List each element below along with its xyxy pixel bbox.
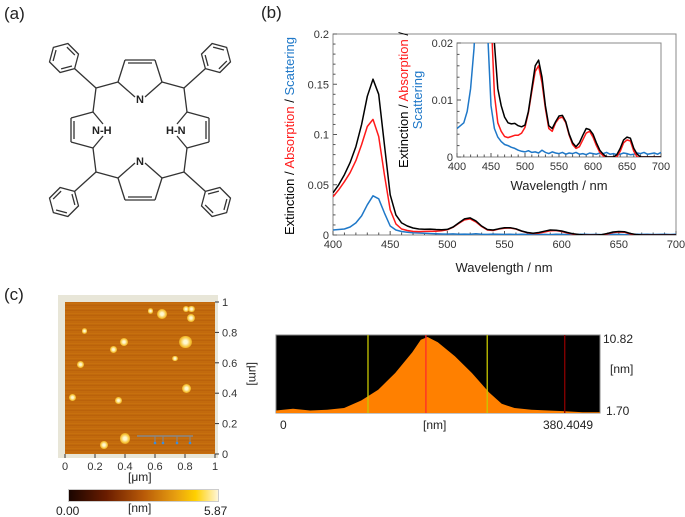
afm-x-tick-label: 1	[212, 461, 218, 473]
profile-marker-dot	[188, 441, 192, 445]
afm-y-tick-label: 1	[222, 297, 228, 309]
afm-particle	[183, 306, 190, 312]
afm-particle	[81, 327, 88, 334]
main-x-tick-label: 450	[381, 239, 399, 251]
panel-label-c: (c)	[4, 285, 24, 304]
afm-y-tick-label: 0.2	[222, 419, 237, 431]
panel-label-a: (a)	[4, 4, 25, 23]
colorbar-min: 0.00	[56, 504, 80, 517]
afm-particle	[99, 441, 108, 450]
afm-particle	[187, 305, 195, 313]
main-y-axis-label: Extinction / Absorption / Scattering	[282, 37, 297, 235]
main-y-axis-label-part: /	[282, 96, 297, 107]
inset-y-axis-label-line2-part: Scattering	[410, 71, 425, 130]
main-x-tick-label: 550	[495, 239, 513, 251]
profile-x-unit: [nm]	[423, 418, 447, 432]
profile-marker-dot	[161, 441, 165, 445]
afm-x-tick-label: 0.4	[117, 461, 132, 473]
colorbar-unit: [nm]	[128, 501, 152, 515]
panel-label-b: (b)	[261, 3, 282, 22]
afm-particle	[114, 396, 122, 404]
inset-x-tick-label: 600	[584, 161, 602, 173]
afm-y-tick-label: 0.8	[222, 327, 237, 339]
afm-particle	[156, 308, 168, 320]
main-x-tick-label: 650	[610, 239, 628, 251]
afm-height-image	[65, 302, 215, 454]
inset-absorption-line	[491, 43, 661, 157]
inset-x-tick-label: 400	[448, 161, 466, 173]
profile-x-left: 0	[280, 418, 287, 432]
afm-particle	[120, 337, 129, 346]
inset-y-axis-label-line1-part: /	[396, 32, 411, 40]
main-y-axis-label-part: Scattering	[282, 37, 297, 96]
afm-particle	[77, 361, 84, 368]
afm-x-unit: [μm]	[128, 470, 152, 484]
afm-x-tick-label: 0	[62, 461, 68, 473]
afm-particle	[69, 394, 77, 401]
main-x-tick-label: 400	[324, 239, 342, 251]
profile-y-unit: [nm]	[610, 362, 634, 376]
main-y-tick-label: 0.05	[308, 180, 329, 192]
profile-area	[276, 337, 600, 413]
afm-y-tick-label: 0	[222, 449, 228, 461]
inset-y-tick-label: 0	[447, 152, 453, 164]
afm-y-tick-label: 0.4	[222, 388, 237, 400]
main-y-tick-label: 0.1	[314, 130, 329, 142]
afm-particle	[110, 346, 117, 354]
inset-y-tick-label: 0.01	[432, 95, 453, 107]
main-x-tick-label: 500	[438, 239, 456, 251]
main-extinction-line	[333, 78, 676, 235]
inset-y-axis-label-line2: Scattering	[410, 71, 425, 130]
main-x-tick-label: 700	[667, 239, 685, 251]
profile-y-top: 10.82	[603, 332, 634, 346]
main-x-tick-label: 600	[552, 239, 570, 251]
inset-x-tick-label: 700	[652, 161, 670, 173]
colorbar	[68, 489, 219, 502]
afm-particle	[187, 313, 196, 322]
profile-y-bottom: 1.70	[606, 404, 630, 418]
main-y-axis-label-part: Absorption	[282, 106, 297, 168]
afm-particle	[179, 335, 192, 349]
colorbar-max: 5.87	[204, 504, 228, 517]
afm-x-tick-label: 0.8	[177, 461, 192, 473]
inset-x-tick-label: 550	[550, 161, 568, 173]
inset-x-tick-label: 450	[482, 161, 500, 173]
main-y-tick-label: 0.15	[308, 79, 329, 91]
inset-y-axis-label-line1-part: Extinction /	[396, 101, 411, 167]
main-y-axis-label-part: Extinction /	[282, 169, 297, 235]
inset-x-axis-label: Wavelength / nm	[510, 178, 607, 193]
afm-particle	[120, 433, 131, 444]
inset-y-tick-label: 0.02	[432, 38, 453, 50]
main-y-tick-label: 0	[323, 230, 329, 242]
afm-particle	[147, 307, 154, 314]
afm-x-tick-label: 0.2	[87, 461, 102, 473]
main-scattering-line	[333, 195, 676, 235]
inset-extinction-line	[493, 43, 661, 157]
afm-particle	[171, 355, 178, 362]
profile-x-right: 380.4049	[543, 418, 594, 432]
inset-y-axis-label-line1-part: Absorption	[396, 39, 411, 101]
main-x-axis-label: Wavelength / nm	[455, 260, 552, 275]
main-y-tick-label: 0.2	[314, 29, 329, 41]
inset-x-tick-label: 500	[516, 161, 534, 173]
inset-y-axis-label-line1: Extinction / Absorption /	[396, 32, 411, 168]
afm-x-tick-label: 0.6	[147, 461, 162, 473]
afm-y-tick-label: 0.6	[222, 358, 237, 370]
profile-marker-dot	[153, 441, 157, 445]
profile-marker-dot	[175, 441, 179, 445]
inset-scattering-line	[457, 43, 661, 156]
afm-particle	[181, 384, 191, 394]
inset-x-tick-label: 650	[618, 161, 636, 173]
